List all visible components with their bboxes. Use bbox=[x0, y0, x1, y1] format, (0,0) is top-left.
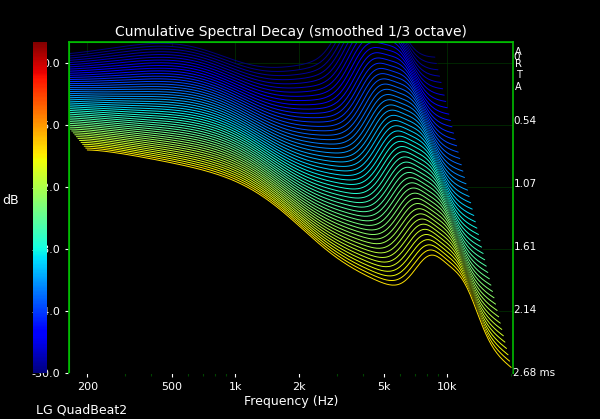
Title: Cumulative Spectral Decay (smoothed 1/3 octave): Cumulative Spectral Decay (smoothed 1/3 … bbox=[115, 25, 467, 39]
Text: 2.68 ms: 2.68 ms bbox=[514, 368, 556, 378]
Text: 1.61: 1.61 bbox=[514, 242, 537, 252]
Text: 1.07: 1.07 bbox=[514, 178, 536, 189]
Text: LG QuadBeat2: LG QuadBeat2 bbox=[36, 404, 127, 417]
Text: 0.54: 0.54 bbox=[514, 116, 536, 126]
Text: 0: 0 bbox=[514, 52, 520, 62]
Text: A
R
T
A: A R T A bbox=[515, 47, 522, 92]
Text: 2.14: 2.14 bbox=[514, 305, 537, 315]
Y-axis label: dB: dB bbox=[2, 194, 19, 207]
X-axis label: Frequency (Hz): Frequency (Hz) bbox=[244, 395, 338, 408]
